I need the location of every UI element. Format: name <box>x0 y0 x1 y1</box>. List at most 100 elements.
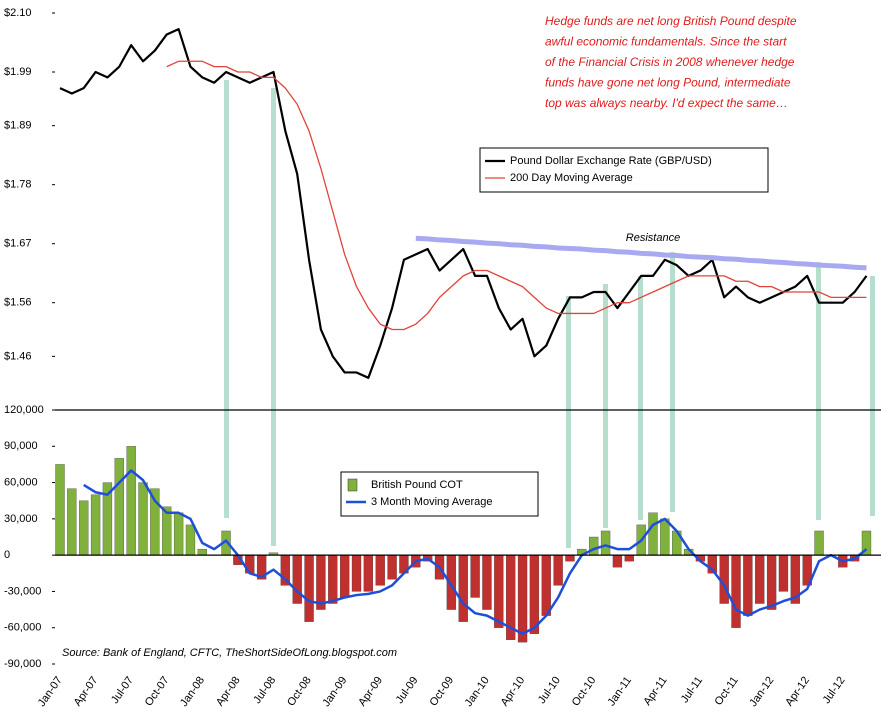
highlight-bar <box>224 80 229 518</box>
x-tick-label: Jul-08 <box>251 675 278 706</box>
bar <box>589 536 599 556</box>
y-tick-label: -30,000 <box>4 585 41 597</box>
x-tick-label: Jan-12 <box>747 675 776 709</box>
x-tick-label: Jul-10 <box>536 675 563 706</box>
bar <box>660 518 670 556</box>
bar <box>517 554 528 643</box>
line <box>83 469 868 636</box>
bar <box>755 554 765 604</box>
legend-label: Pound Dollar Exchange Rate (GBP/USD) <box>510 155 712 167</box>
bar <box>173 512 184 556</box>
bar <box>304 554 314 622</box>
annotation: of the Financial Crisis in 2008 whenever… <box>545 55 795 69</box>
bar <box>778 554 789 592</box>
bar <box>494 554 504 628</box>
bar <box>565 554 575 562</box>
legend-box <box>340 471 539 517</box>
bar <box>292 554 302 604</box>
highlight-bar <box>816 262 821 520</box>
bar <box>731 554 741 628</box>
y-tick-label: 30,000 <box>4 513 38 525</box>
annotation: top was always nearby. I'd expect the sa… <box>545 96 788 110</box>
y-tick-label: -90,000 <box>4 658 41 670</box>
y-tick-label: $1.67 <box>4 238 32 250</box>
x-tick-label: Jul-07 <box>109 675 136 706</box>
bar <box>541 554 551 616</box>
y-tick-label: $1.99 <box>4 66 32 78</box>
bar <box>197 548 207 556</box>
x-tick-label: Jan-11 <box>605 675 634 709</box>
legend-swatch <box>347 478 358 492</box>
x-tick-label: Jul-11 <box>679 675 706 706</box>
x-tick-label: Apr-12 <box>783 675 812 709</box>
legend-box <box>479 147 769 193</box>
source: Source: Bank of England, CFTC, TheShortS… <box>62 647 397 659</box>
x-tick-label: Apr-09 <box>356 675 385 709</box>
bar <box>185 524 196 556</box>
highlight-bar <box>638 276 643 520</box>
bar <box>529 554 540 634</box>
bar <box>482 554 492 610</box>
bar <box>316 554 326 610</box>
x-tick-label: Oct-10 <box>570 675 599 709</box>
highlight-bar <box>670 252 675 512</box>
x-tick-label: Jan-07 <box>36 675 65 709</box>
x-tick-label: Oct-07 <box>143 675 172 709</box>
annotation: awful economic fundamentals. Since the s… <box>545 35 787 49</box>
bar <box>648 512 658 556</box>
bar <box>55 464 65 556</box>
y-tick-label: $1.89 <box>4 120 32 132</box>
y-tick-label: -60,000 <box>4 622 41 634</box>
x-tick-label: Oct-11 <box>713 675 741 708</box>
x-tick-label: Apr-07 <box>72 675 101 709</box>
bar <box>766 554 777 610</box>
bar <box>814 530 824 556</box>
highlight-bar <box>870 276 875 516</box>
bar <box>79 500 89 556</box>
bar <box>351 554 362 592</box>
highlight-bar <box>603 284 608 528</box>
x-tick-label: Apr-08 <box>214 675 243 709</box>
bar <box>553 554 563 586</box>
bar <box>375 554 385 586</box>
x-tick-label: Apr-11 <box>641 675 669 708</box>
bar <box>743 554 753 616</box>
bar <box>114 458 124 556</box>
legend-label: 3 Month Moving Average <box>371 496 492 508</box>
annotation: funds have gone net long Pound, intermed… <box>545 76 791 90</box>
x-tick-label: Jul-09 <box>394 675 421 706</box>
x-tick-label: Apr-10 <box>499 675 528 709</box>
y-tick-label: $1.46 <box>4 350 32 362</box>
x-tick-label: Jan-08 <box>178 675 207 709</box>
x-tick-label: Jan-10 <box>463 675 492 709</box>
line <box>166 60 867 331</box>
y-tick-label: 60,000 <box>4 476 38 488</box>
series-label: Resistance <box>626 232 680 244</box>
bar <box>470 554 480 598</box>
bar <box>138 482 148 556</box>
x-tick-label: Jan-09 <box>320 675 349 709</box>
legend-label: 200 Day Moving Average <box>510 172 633 184</box>
y-tick-label: 120,000 <box>4 404 44 416</box>
bar <box>458 554 468 622</box>
y-tick-label: $1.56 <box>4 297 32 309</box>
y-tick-label: $1.78 <box>4 179 32 191</box>
x-tick-label: Oct-09 <box>427 675 456 709</box>
bar <box>387 554 397 580</box>
bar <box>612 554 623 568</box>
x-tick-label: Jul-12 <box>821 675 848 706</box>
y-tick-label: $2.10 <box>4 7 32 19</box>
bar <box>126 446 136 556</box>
highlight-bar <box>566 296 571 548</box>
bar <box>624 554 634 562</box>
x-tick-label: Oct-08 <box>285 675 314 709</box>
annotation: Hedge funds are net long British Pound d… <box>545 14 797 28</box>
bar <box>339 554 350 598</box>
bar <box>67 488 77 556</box>
bar <box>328 554 338 604</box>
y-tick-label: 90,000 <box>4 440 38 452</box>
line <box>59 27 868 379</box>
bar <box>363 554 374 592</box>
